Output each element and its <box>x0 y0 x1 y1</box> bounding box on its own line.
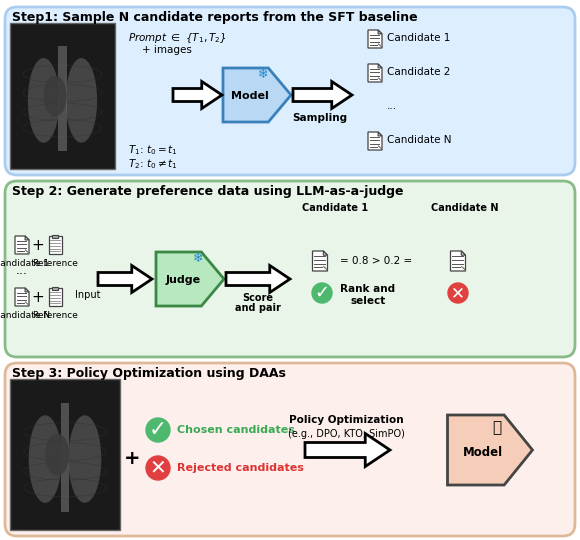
Text: Rank and: Rank and <box>340 284 396 294</box>
Text: = 0.8 > 0.2 =: = 0.8 > 0.2 = <box>340 256 412 266</box>
Text: +: + <box>32 238 45 253</box>
Polygon shape <box>25 236 29 240</box>
FancyBboxPatch shape <box>49 236 61 254</box>
FancyBboxPatch shape <box>52 235 58 238</box>
Text: ...: ... <box>387 101 397 111</box>
Text: + images: + images <box>142 45 192 55</box>
Text: ✕: ✕ <box>150 458 166 477</box>
Polygon shape <box>173 82 222 109</box>
Text: +: + <box>124 449 140 468</box>
Text: Policy Optimization: Policy Optimization <box>289 415 403 425</box>
Polygon shape <box>226 266 290 293</box>
FancyBboxPatch shape <box>49 288 61 306</box>
Text: Reference: Reference <box>32 259 78 268</box>
Polygon shape <box>15 288 29 306</box>
Polygon shape <box>323 251 328 255</box>
Polygon shape <box>378 30 382 34</box>
Ellipse shape <box>66 58 97 143</box>
Text: Model: Model <box>463 447 503 460</box>
Text: Candidate 2: Candidate 2 <box>387 67 451 77</box>
Polygon shape <box>293 82 352 109</box>
Text: Score: Score <box>242 293 274 303</box>
Polygon shape <box>98 266 152 293</box>
FancyBboxPatch shape <box>52 287 58 289</box>
Text: Chosen candidates: Chosen candidates <box>177 425 295 435</box>
Ellipse shape <box>45 434 70 476</box>
Text: Step 3: Policy Optimization using DAAs: Step 3: Policy Optimization using DAAs <box>12 367 286 380</box>
Text: ✕: ✕ <box>451 284 465 302</box>
Text: +: + <box>32 289 45 305</box>
Text: Model: Model <box>231 91 269 101</box>
Text: Candidate 1: Candidate 1 <box>0 259 49 268</box>
Text: Judge: Judge <box>165 275 201 285</box>
Circle shape <box>146 456 170 480</box>
Circle shape <box>146 418 170 442</box>
Text: ✓: ✓ <box>149 420 167 440</box>
Polygon shape <box>448 415 532 485</box>
Polygon shape <box>368 64 382 82</box>
Text: and pair: and pair <box>235 303 281 313</box>
Text: Step1: Sample N candidate reports from the SFT baseline: Step1: Sample N candidate reports from t… <box>12 11 418 24</box>
Text: ❄: ❄ <box>193 253 203 266</box>
Text: Rejected candidates: Rejected candidates <box>177 463 304 473</box>
Text: Input: Input <box>75 290 100 300</box>
FancyBboxPatch shape <box>10 379 120 530</box>
Text: (e.g., DPO, KTO, SimPO): (e.g., DPO, KTO, SimPO) <box>288 429 404 439</box>
Text: Candidate 1: Candidate 1 <box>387 33 451 43</box>
Ellipse shape <box>44 76 67 117</box>
FancyBboxPatch shape <box>5 363 575 536</box>
Ellipse shape <box>28 58 59 143</box>
Text: select: select <box>350 296 386 306</box>
Polygon shape <box>368 30 382 48</box>
FancyBboxPatch shape <box>60 403 70 512</box>
FancyBboxPatch shape <box>59 46 67 152</box>
Polygon shape <box>451 251 466 271</box>
Polygon shape <box>25 288 29 292</box>
Text: Candidate N: Candidate N <box>387 135 451 145</box>
Text: ❄: ❄ <box>258 69 268 82</box>
Polygon shape <box>368 132 382 150</box>
Text: Step 2: Generate preference data using LLM-as-a-judge: Step 2: Generate preference data using L… <box>12 185 404 198</box>
Polygon shape <box>305 434 390 467</box>
Polygon shape <box>461 251 466 255</box>
Polygon shape <box>156 252 224 306</box>
Polygon shape <box>223 68 291 122</box>
Text: Candidate 1: Candidate 1 <box>302 203 368 213</box>
Polygon shape <box>378 64 382 68</box>
Ellipse shape <box>68 415 102 503</box>
Ellipse shape <box>28 415 61 503</box>
Text: Reference: Reference <box>32 311 78 320</box>
Text: Candidate N: Candidate N <box>0 311 50 320</box>
Polygon shape <box>378 132 382 136</box>
Polygon shape <box>313 251 328 271</box>
Text: 🔥: 🔥 <box>492 421 502 435</box>
Text: ✓: ✓ <box>314 284 329 302</box>
Text: $T_1$: $t_0 = t_1$: $T_1$: $t_0 = t_1$ <box>128 143 178 157</box>
Text: $T_2$: $t_0 \neq t_1$: $T_2$: $t_0 \neq t_1$ <box>128 157 178 171</box>
FancyBboxPatch shape <box>5 181 575 357</box>
FancyBboxPatch shape <box>5 7 575 175</box>
Text: Candidate N: Candidate N <box>432 203 499 213</box>
Circle shape <box>448 283 468 303</box>
Circle shape <box>312 283 332 303</box>
Polygon shape <box>15 236 29 254</box>
Text: Sampling: Sampling <box>292 113 347 123</box>
FancyBboxPatch shape <box>10 23 115 169</box>
Text: ...: ... <box>16 265 28 278</box>
Text: Prompt $\in$ {$T_1, T_2$}: Prompt $\in$ {$T_1, T_2$} <box>128 31 227 45</box>
